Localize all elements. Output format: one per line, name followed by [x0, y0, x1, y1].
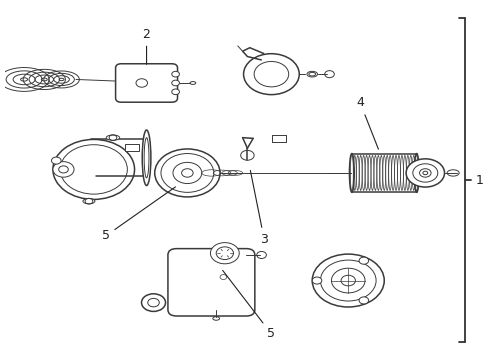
- Text: 5: 5: [102, 187, 175, 242]
- Circle shape: [210, 243, 239, 264]
- Circle shape: [51, 157, 61, 164]
- Circle shape: [244, 54, 299, 95]
- Text: 1: 1: [475, 174, 483, 186]
- Ellipse shape: [142, 130, 151, 185]
- FancyBboxPatch shape: [116, 64, 177, 102]
- Ellipse shape: [106, 135, 120, 140]
- Circle shape: [172, 80, 179, 86]
- Circle shape: [312, 254, 384, 307]
- Circle shape: [312, 277, 322, 284]
- Circle shape: [359, 297, 368, 304]
- Circle shape: [155, 149, 220, 197]
- Circle shape: [359, 257, 368, 264]
- Text: 3: 3: [250, 170, 268, 246]
- Text: 4: 4: [356, 96, 378, 149]
- Circle shape: [172, 71, 179, 77]
- Bar: [125, 144, 139, 151]
- Circle shape: [172, 89, 179, 95]
- Text: 2: 2: [143, 28, 150, 64]
- Circle shape: [406, 159, 444, 187]
- Bar: [352, 153, 416, 192]
- Circle shape: [53, 162, 74, 177]
- Circle shape: [142, 294, 166, 311]
- Circle shape: [53, 139, 135, 199]
- FancyBboxPatch shape: [168, 249, 255, 316]
- Text: 5: 5: [222, 270, 275, 341]
- Ellipse shape: [83, 198, 95, 204]
